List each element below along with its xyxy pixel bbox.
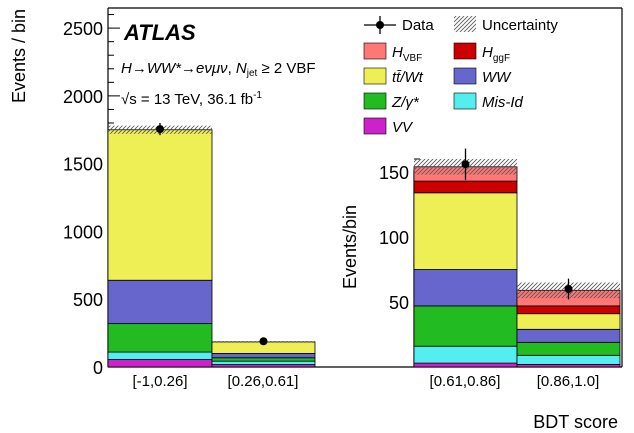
legend-uncertainty-label: Uncertainty: [482, 17, 558, 34]
bar-segment: [107, 129, 213, 281]
legend-data-label: Data: [402, 17, 434, 34]
bar-segment: [211, 360, 316, 365]
data-points: [156, 122, 573, 346]
x-tick-label: [0.26,0.61]: [228, 373, 299, 390]
y-tick-label: 500: [73, 290, 103, 310]
legend-swatch: [453, 92, 477, 110]
data-point: [461, 160, 470, 169]
bar-segment: [211, 357, 316, 362]
data-point: [259, 337, 268, 346]
legend-label: HVBF: [392, 44, 422, 64]
data-point: [564, 285, 573, 293]
y-tick-label: 0: [93, 358, 103, 378]
energy-label: √s = 13 TeV, 36.1 fb-1: [121, 90, 262, 108]
bar-segment: [516, 341, 621, 356]
bar-segment: [107, 351, 213, 360]
y-tick-label: 2000: [63, 87, 103, 107]
bar-segment: [413, 362, 518, 368]
bar-segment: [107, 323, 213, 353]
bar-segment: [516, 305, 621, 315]
y-axis-title: Events / bin: [9, 9, 29, 103]
legend-uncertainty-swatch: [454, 16, 476, 32]
y-tick-label: 1000: [63, 222, 103, 242]
bar-segment: [107, 279, 213, 325]
inset-y-axis-title: Events/bin: [340, 205, 360, 289]
legend-label: Mis-Id: [482, 94, 523, 111]
legend-label: HggF: [482, 44, 510, 64]
legend-data-marker: [364, 16, 396, 34]
x-tick-label: [-1,0.26]: [132, 373, 187, 390]
inset-tick-label: 150: [379, 163, 409, 183]
legend-swatch: [363, 92, 387, 110]
bar-segment: [413, 269, 518, 307]
x-axis-tick-labels: [-1,0.26] [0.26,0.61] [0.61,0.86] [0.86,1.0…: [132, 373, 599, 390]
bar-segment: [413, 180, 518, 194]
legend-swatch: [363, 42, 387, 60]
legend-label: VV: [392, 119, 414, 136]
x-axis-title: BDT score: [533, 412, 618, 432]
x-tick-label: [0.86,1.0]: [537, 373, 600, 390]
legend: Data Uncertainty HVBF HggF tt̄/Wt WW Z/γ* Mis…: [363, 16, 558, 136]
legend-label: WW: [482, 69, 512, 86]
data-point: [156, 125, 164, 134]
process-label: H→WW*→eνμν, Njet ≥ 2 VBF: [121, 60, 316, 79]
bar-segment: [413, 345, 518, 364]
bar-segment: [516, 354, 621, 365]
bar-segment: [516, 313, 621, 330]
bar-segment: [413, 305, 518, 347]
stacked-bars: [107, 129, 621, 368]
legend-label: tt̄/Wt: [392, 69, 424, 86]
experiment-label: ATLAS: [123, 20, 196, 45]
legend-swatch: [363, 67, 387, 85]
bar-segment: [107, 359, 213, 368]
legend-swatch: [453, 67, 477, 85]
legend-label: Z/γ*: [391, 94, 420, 111]
inset-tick-label: 100: [379, 228, 409, 248]
bar-segment: [516, 328, 621, 343]
bar-segment: [413, 192, 518, 270]
x-tick-label: [0.61,0.86]: [430, 373, 501, 390]
legend-swatch: [453, 42, 477, 60]
y-tick-label: 1500: [63, 155, 103, 175]
bar-segment: [211, 353, 316, 359]
legend-swatch: [363, 117, 387, 135]
y-tick-label: 2500: [63, 19, 103, 39]
inset-tick-label: 50: [389, 293, 409, 313]
